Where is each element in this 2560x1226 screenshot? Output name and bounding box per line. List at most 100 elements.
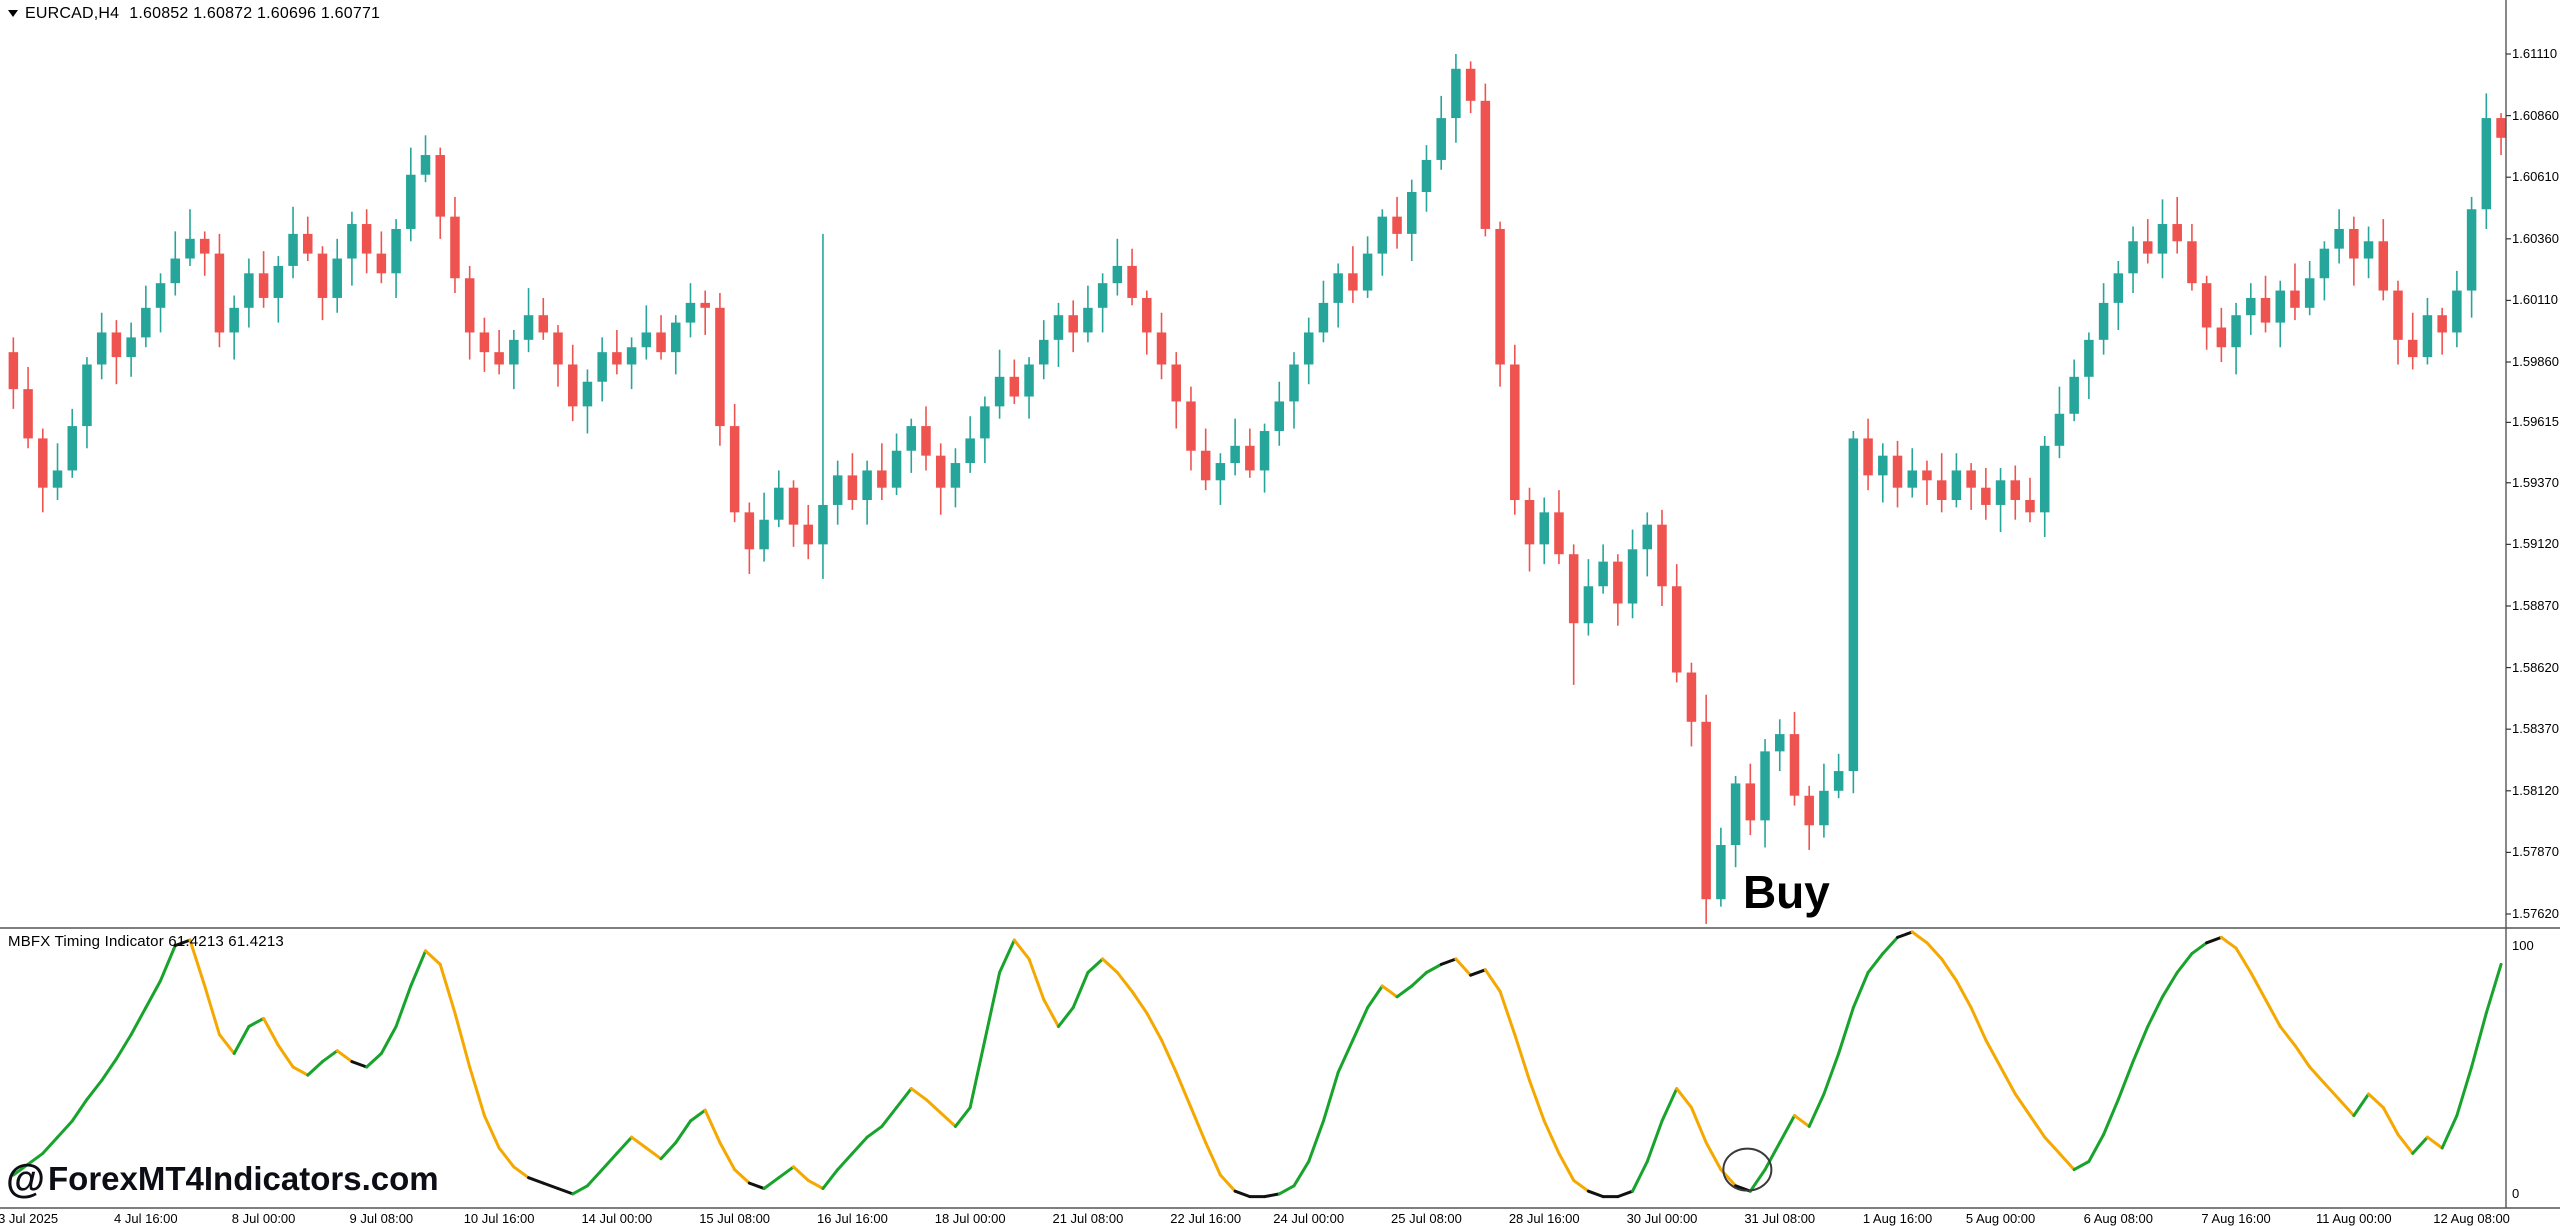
indicator-line-segment (644, 1146, 663, 1161)
price-axis-label: 1.59615 (2512, 414, 2559, 430)
price-axis[interactable]: 1.61110 1.60860 1.60610 1.60360 1.60110 1.598… (2506, 0, 2560, 1208)
indicator-line-segment (2219, 935, 2238, 950)
candle-body (2231, 315, 2241, 348)
indicator-line-segment (880, 1106, 899, 1128)
candle-body (2010, 480, 2021, 501)
time-axis-label: 14 Jul 00:00 (581, 1211, 653, 1226)
candle-body (1995, 480, 2006, 505)
indicator-line-segment (1145, 1011, 1164, 1042)
indicator-line-segment (291, 1065, 310, 1077)
indicator-line-segment (1837, 1006, 1855, 1055)
candle-body (1156, 332, 1167, 365)
indicator-line-segment (1557, 1151, 1576, 1182)
candle-body (1583, 586, 1594, 624)
candle-body (862, 470, 872, 501)
candle-body (1112, 265, 1123, 284)
candle-body (2216, 327, 2227, 348)
candle-body (891, 450, 902, 488)
candle-body (2201, 283, 2212, 328)
indicator-line-segment (1616, 1189, 1635, 1199)
indicator-line-segment (2175, 952, 2194, 974)
candle-body (1892, 455, 1903, 488)
indicator-line-segment (394, 984, 413, 1028)
indicator-line-segment (1483, 968, 1502, 993)
candle-body (1053, 315, 1064, 340)
indicator-line-segment (585, 1168, 604, 1188)
indicator-line-segment (1984, 1038, 2003, 1069)
indicator-line-segment (1792, 1114, 1811, 1128)
indicator-line-segment (1233, 1189, 1252, 1199)
indicator-line-segment (1366, 984, 1384, 1010)
candle-body (141, 307, 151, 338)
indicator-line-segment (453, 1011, 472, 1069)
indicator-line-segment (865, 1124, 884, 1139)
indicator-line-segment (2057, 1151, 2076, 1172)
candle-body (2349, 228, 2359, 259)
candle-body (715, 307, 725, 427)
candle-body (1362, 253, 1373, 291)
time-axis-label: 5 Aug 00:00 (1965, 1211, 2036, 1226)
indicator-line-segment (2411, 1135, 2429, 1155)
time-axis-label: 1 Aug 16:00 (1862, 1211, 1933, 1226)
candle-body (494, 352, 504, 365)
indicator-line-segment (2396, 1133, 2415, 1155)
candle-body (1274, 401, 1285, 432)
indicator-line-segment (2234, 946, 2253, 974)
indicator-line-segment (1321, 1070, 1340, 1123)
indicator-line-segment (482, 1114, 501, 1150)
time-axis-label: 6 Aug 08:00 (2083, 1211, 2154, 1226)
candle-body (847, 475, 858, 501)
indicator-line-segment (2425, 1135, 2444, 1150)
indicator-line-segment (762, 1176, 781, 1190)
candle-body (1171, 364, 1181, 402)
candle-body (2275, 290, 2285, 323)
candle-body (2113, 273, 2124, 303)
indicator-line-segment (1012, 938, 1031, 961)
time-axis-label: 16 Jul 16:00 (816, 1211, 888, 1226)
indicator-line-segment (2131, 1025, 2150, 1064)
indicator-line-segment (320, 1049, 339, 1064)
candle-body (2319, 248, 2330, 279)
indicator-line-segment (2146, 995, 2164, 1028)
candle-body (626, 347, 637, 365)
indicator-line-segment (674, 1119, 692, 1145)
indicator-line-segment (2205, 935, 2223, 945)
candle-body (1289, 364, 1299, 402)
candle-body (1657, 524, 1667, 587)
candle-body (2363, 241, 2374, 259)
candle-body (2187, 241, 2197, 284)
indicator-line-segment (1292, 1160, 1311, 1188)
indicator-line-segment (262, 1016, 280, 1047)
time-axis-label: 25 Jul 08:00 (1391, 1211, 1462, 1226)
price-axis-label: 1.60610 (2512, 169, 2559, 185)
indicator-line-segment (276, 1043, 295, 1069)
candle-body (744, 512, 755, 550)
indicator-line-segment (1410, 971, 1428, 988)
time-axis-label: 18 Jul 00:00 (934, 1211, 1006, 1226)
candle-body (2069, 376, 2079, 414)
indicator-line-segment (939, 1111, 957, 1128)
indicator-line-segment (306, 1060, 324, 1077)
time-axis[interactable]: 3 Jul 2025 4 Jul 16:00 8 Jul 00:00 9 Jul 08… (0, 1208, 2560, 1226)
time-axis-label: 30 Jul 00:00 (1626, 1211, 1698, 1226)
time-axis-label: 21 Jul 08:00 (1052, 1211, 1124, 1226)
price-axis-label: 1.58620 (2512, 659, 2559, 675)
indicator-line-segment (1896, 930, 1914, 939)
indicator-line-segment (365, 1052, 383, 1069)
candle-body (185, 238, 195, 259)
candle-body (1642, 524, 1653, 550)
candle-body (1142, 297, 1152, 333)
indicator-line-segment (203, 984, 221, 1037)
candle-body (656, 332, 666, 353)
indicator-line-segment (733, 1168, 751, 1185)
candle-body (2039, 445, 2050, 513)
candle-body (2466, 209, 2477, 291)
indicator-line-segment (100, 1057, 118, 1082)
indicator-line-segment (2028, 1114, 2047, 1139)
candle-body (2098, 302, 2109, 340)
indicator-line-segment (1086, 957, 1105, 974)
indicator-line-segment (2072, 1160, 2091, 1172)
candle-body (818, 504, 828, 545)
candle-body (1333, 273, 1343, 303)
